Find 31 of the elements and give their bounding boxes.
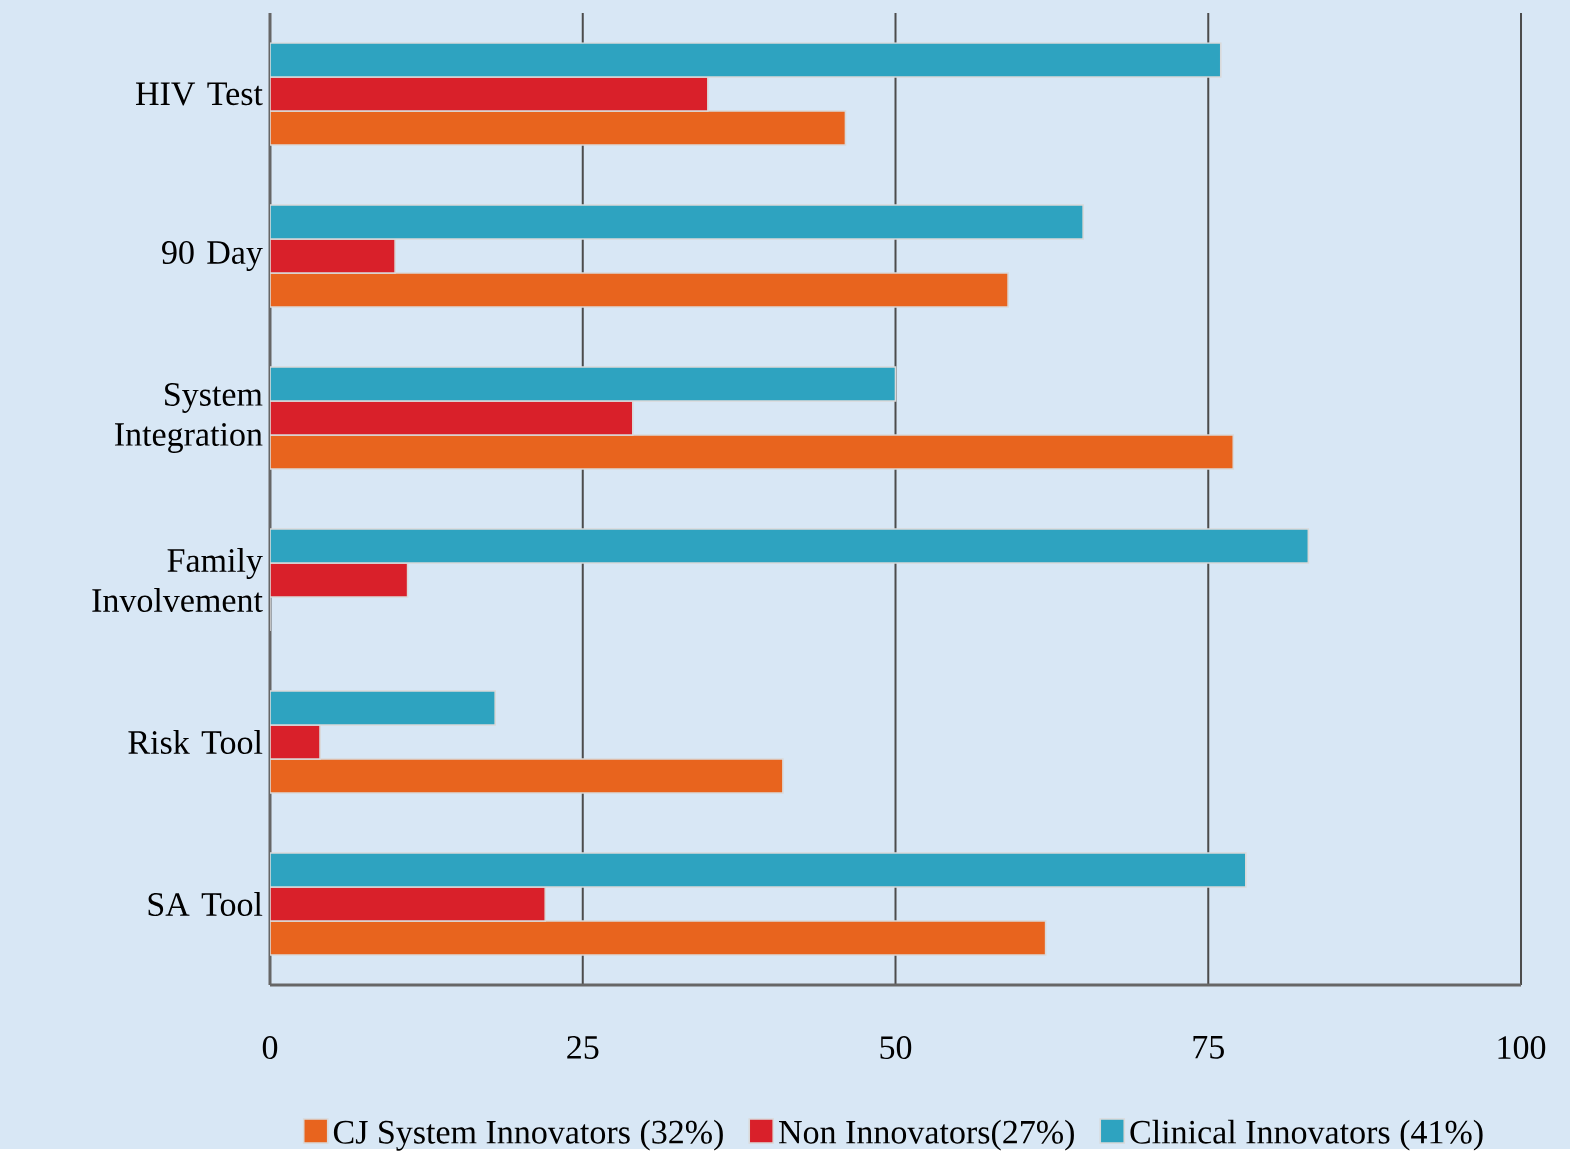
bar [270, 76, 709, 112]
x-tick-label: 25 [567, 1035, 599, 1059]
y-tick-label: Risk Tool [128, 729, 263, 754]
y-tick-label: HIV Test [135, 82, 263, 106]
bar [270, 886, 547, 922]
bar [270, 852, 1247, 888]
legend-label: Clinical Innovators (41%) [1130, 1119, 1483, 1151]
legend-label: Non Innovators(27%) [778, 1119, 1074, 1151]
bar [270, 562, 409, 598]
legend-label: CJ System Innovators (32%) [333, 1119, 723, 1151]
bar [270, 920, 1047, 956]
bar [270, 724, 321, 760]
bar [270, 366, 897, 402]
x-tick-label: 50 [880, 1035, 912, 1059]
y-tick-label: SA Tool [148, 891, 263, 916]
bar [270, 204, 1084, 240]
y-tick-label: Family Involvement [92, 547, 263, 612]
bar [270, 528, 1310, 564]
bar [270, 272, 1009, 308]
bar [270, 400, 634, 436]
bar [270, 238, 396, 274]
bar [270, 758, 784, 794]
bar [270, 690, 496, 726]
x-tick-label: 75 [1193, 1035, 1224, 1059]
y-tick-label: System Integration [114, 382, 263, 453]
x-tick-label: 0 [262, 1035, 278, 1059]
bar [270, 434, 1235, 470]
x-tick-label: 100 [1498, 1035, 1546, 1059]
y-tick-label: 90 Day [162, 240, 263, 271]
bar [270, 42, 1222, 78]
bar [270, 110, 847, 146]
